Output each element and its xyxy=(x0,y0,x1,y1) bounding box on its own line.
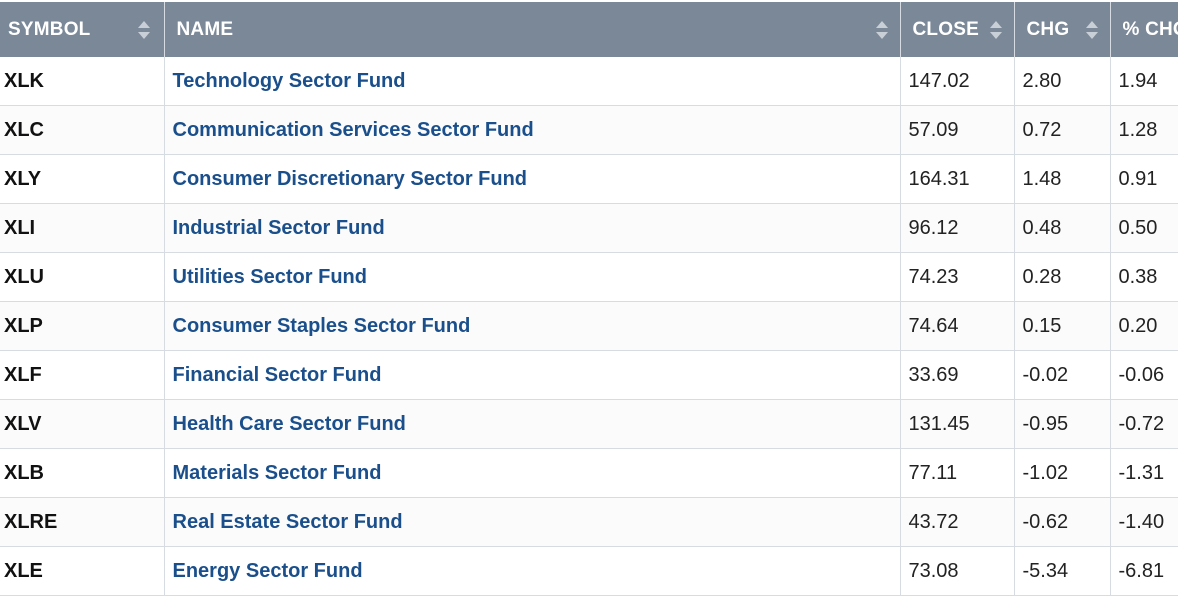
chg-cell: -5.34 xyxy=(1014,547,1110,596)
name-cell: Health Care Sector Fund xyxy=(164,400,900,449)
symbol-cell: XLRE xyxy=(0,498,164,547)
fund-name-link[interactable]: Financial Sector Fund xyxy=(173,364,382,386)
symbol-cell: XLB xyxy=(0,449,164,498)
table-row[interactable]: XLC Communication Services Sector Fund 57.… xyxy=(0,106,1178,155)
close-cell: 43.72 xyxy=(900,498,1014,547)
close-cell: 147.02 xyxy=(900,57,1014,106)
sort-arrows-icon[interactable] xyxy=(876,21,888,39)
pct-chg-cell: 1.94 xyxy=(1110,57,1178,106)
name-cell: Real Estate Sector Fund xyxy=(164,498,900,547)
column-header-pct-chg-label: % CHG xyxy=(1123,19,1178,41)
column-header-chg-label: CHG xyxy=(1027,19,1070,41)
symbol-cell: XLC xyxy=(0,106,164,155)
close-cell: 74.23 xyxy=(900,253,1014,302)
name-cell: Industrial Sector Fund xyxy=(164,204,900,253)
close-cell: 77.11 xyxy=(900,449,1014,498)
pct-chg-cell: -1.40 xyxy=(1110,498,1178,547)
name-cell: Materials Sector Fund xyxy=(164,449,900,498)
name-cell: Consumer Discretionary Sector Fund xyxy=(164,155,900,204)
pct-chg-cell: 1.28 xyxy=(1110,106,1178,155)
chg-cell: 0.15 xyxy=(1014,302,1110,351)
pct-chg-cell: -6.81 xyxy=(1110,547,1178,596)
chg-cell: 2.80 xyxy=(1014,57,1110,106)
header-row: SYMBOL NAME CLOSE CHG % CHG xyxy=(0,2,1178,57)
table-row[interactable]: XLF Financial Sector Fund 33.69-0.02-0.06 xyxy=(0,351,1178,400)
close-cell: 74.64 xyxy=(900,302,1014,351)
fund-name-link[interactable]: Consumer Staples Sector Fund xyxy=(173,315,471,337)
chg-cell: 0.48 xyxy=(1014,204,1110,253)
chg-cell: -0.95 xyxy=(1014,400,1110,449)
symbol-cell: XLU xyxy=(0,253,164,302)
fund-name-link[interactable]: Materials Sector Fund xyxy=(173,462,382,484)
table-header: SYMBOL NAME CLOSE CHG % CHG xyxy=(0,2,1178,57)
fund-name-link[interactable]: Industrial Sector Fund xyxy=(173,217,385,239)
symbol-cell: XLK xyxy=(0,57,164,106)
symbol-cell: XLV xyxy=(0,400,164,449)
column-header-chg[interactable]: CHG xyxy=(1014,2,1110,57)
close-cell: 96.12 xyxy=(900,204,1014,253)
fund-name-link[interactable]: Consumer Discretionary Sector Fund xyxy=(173,168,528,190)
chg-cell: -0.02 xyxy=(1014,351,1110,400)
pct-chg-cell: -1.31 xyxy=(1110,449,1178,498)
symbol-cell: XLE xyxy=(0,547,164,596)
column-header-close-label: CLOSE xyxy=(913,19,979,41)
chg-cell: -1.02 xyxy=(1014,449,1110,498)
pct-chg-cell: 0.50 xyxy=(1110,204,1178,253)
fund-name-link[interactable]: Real Estate Sector Fund xyxy=(173,511,403,533)
close-cell: 73.08 xyxy=(900,547,1014,596)
name-cell: Utilities Sector Fund xyxy=(164,253,900,302)
close-cell: 33.69 xyxy=(900,351,1014,400)
name-cell: Financial Sector Fund xyxy=(164,351,900,400)
symbol-cell: XLP xyxy=(0,302,164,351)
column-header-symbol-label: SYMBOL xyxy=(8,19,90,41)
close-cell: 57.09 xyxy=(900,106,1014,155)
sort-arrows-icon[interactable] xyxy=(1086,21,1098,39)
column-header-close[interactable]: CLOSE xyxy=(900,2,1014,57)
pct-chg-cell: -0.06 xyxy=(1110,351,1178,400)
sort-arrows-icon[interactable] xyxy=(138,21,150,39)
fund-name-link[interactable]: Utilities Sector Fund xyxy=(173,266,367,288)
close-cell: 131.45 xyxy=(900,400,1014,449)
name-cell: Technology Sector Fund xyxy=(164,57,900,106)
column-header-symbol[interactable]: SYMBOL xyxy=(0,2,164,57)
pct-chg-cell: 0.91 xyxy=(1110,155,1178,204)
close-cell: 164.31 xyxy=(900,155,1014,204)
chg-cell: 0.72 xyxy=(1014,106,1110,155)
fund-name-link[interactable]: Technology Sector Fund xyxy=(173,70,406,92)
column-header-name[interactable]: NAME xyxy=(164,2,900,57)
symbol-cell: XLF xyxy=(0,351,164,400)
chg-cell: 1.48 xyxy=(1014,155,1110,204)
fund-name-link[interactable]: Communication Services Sector Fund xyxy=(173,119,534,141)
chg-cell: 0.28 xyxy=(1014,253,1110,302)
name-cell: Energy Sector Fund xyxy=(164,547,900,596)
table-row[interactable]: XLB Materials Sector Fund 77.11-1.02-1.31 xyxy=(0,449,1178,498)
column-header-name-label: NAME xyxy=(177,19,234,41)
pct-chg-cell: 0.38 xyxy=(1110,253,1178,302)
column-header-pct-chg[interactable]: % CHG xyxy=(1110,2,1178,57)
chg-cell: -0.62 xyxy=(1014,498,1110,547)
table-row[interactable]: XLRE Real Estate Sector Fund 43.72-0.62-1.… xyxy=(0,498,1178,547)
pct-chg-cell: 0.20 xyxy=(1110,302,1178,351)
name-cell: Communication Services Sector Fund xyxy=(164,106,900,155)
fund-name-link[interactable]: Energy Sector Fund xyxy=(173,560,363,582)
name-cell: Consumer Staples Sector Fund xyxy=(164,302,900,351)
table-row[interactable]: XLV Health Care Sector Fund 131.45-0.95-0.… xyxy=(0,400,1178,449)
symbol-cell: XLY xyxy=(0,155,164,204)
sort-arrows-icon[interactable] xyxy=(990,21,1002,39)
fund-name-link[interactable]: Health Care Sector Fund xyxy=(173,413,406,435)
symbol-cell: XLI xyxy=(0,204,164,253)
pct-chg-cell: -0.72 xyxy=(1110,400,1178,449)
table-row[interactable]: XLE Energy Sector Fund 73.08-5.34-6.81 xyxy=(0,547,1178,596)
table-row[interactable]: XLY Consumer Discretionary Sector Fund 164… xyxy=(0,155,1178,204)
